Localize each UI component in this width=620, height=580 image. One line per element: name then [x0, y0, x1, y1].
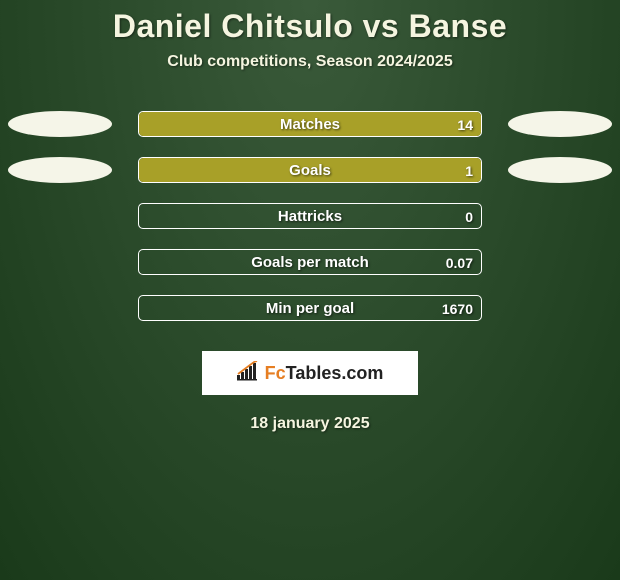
stat-value-left: 1670 — [442, 296, 473, 321]
stat-value-left: 0 — [465, 204, 473, 229]
stat-row: Goals per match0.07 — [0, 249, 620, 275]
logo-text: FcTables.com — [265, 363, 384, 384]
logo-prefix: Fc — [265, 363, 286, 383]
stat-row: Min per goal1670 — [0, 295, 620, 321]
stat-bar: Goals1 — [138, 157, 482, 183]
stat-row: Matches14 — [0, 111, 620, 137]
stat-label: Matches — [139, 112, 481, 137]
comparison-container: Daniel Chitsulo vs Banse Club competitio… — [0, 0, 620, 433]
stat-value-left: 14 — [457, 112, 473, 137]
stat-bar: Matches14 — [138, 111, 482, 137]
player-right-badge — [508, 157, 612, 183]
stat-rows: Matches14 Goals1 Hattricks0 Goals per match… — [0, 111, 620, 321]
stat-bar: Hattricks0 — [138, 203, 482, 229]
chart-icon — [237, 361, 259, 386]
page-subtitle: Club competitions, Season 2024/2025 — [0, 53, 620, 71]
player-left-badge — [8, 157, 112, 183]
stat-bar: Min per goal1670 — [138, 295, 482, 321]
stat-label: Goals — [139, 158, 481, 183]
page-title: Daniel Chitsulo vs Banse — [0, 8, 620, 45]
player-left-badge — [8, 111, 112, 137]
player-right-badge — [508, 111, 612, 137]
date-label: 18 january 2025 — [0, 415, 620, 433]
stat-value-left: 0.07 — [446, 250, 473, 275]
stat-value-left: 1 — [465, 158, 473, 183]
stat-bar: Goals per match0.07 — [138, 249, 482, 275]
stat-label: Hattricks — [139, 204, 481, 229]
stat-label: Min per goal — [139, 296, 481, 321]
logo-suffix: Tables.com — [286, 363, 384, 383]
logo-box[interactable]: FcTables.com — [202, 351, 418, 395]
stat-row: Hattricks0 — [0, 203, 620, 229]
stat-label: Goals per match — [139, 250, 481, 275]
stat-row: Goals1 — [0, 157, 620, 183]
